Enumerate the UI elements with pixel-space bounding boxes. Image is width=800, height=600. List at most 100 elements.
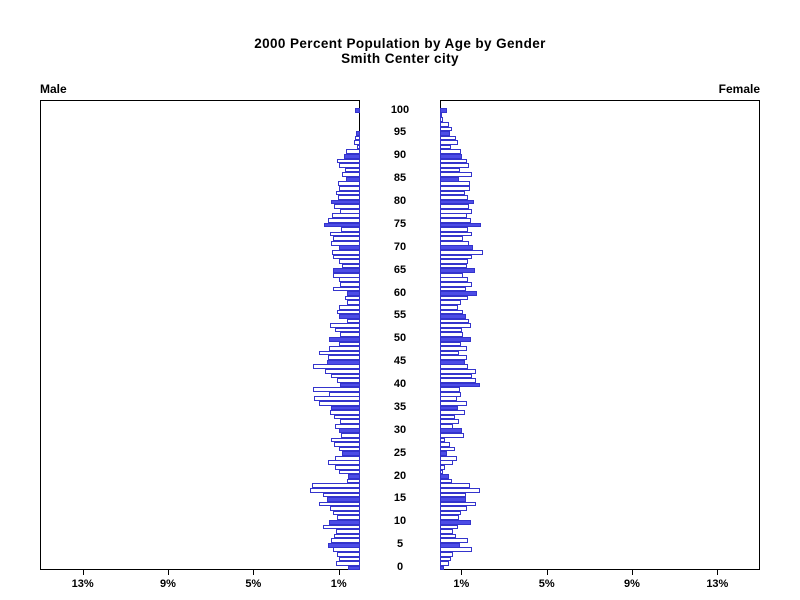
male-bar-age-15: [326, 497, 360, 502]
male-bar-age-58: [346, 300, 360, 306]
male-bar-age-59: [345, 295, 360, 301]
female-bar-age-52: [440, 327, 463, 333]
female-bar-age-38: [440, 391, 462, 397]
female-bar-age-8: [440, 529, 454, 534]
age-tick-label-50: 50: [393, 332, 407, 345]
female-bar-age-31: [440, 423, 454, 429]
female-bar-age-37: [440, 396, 457, 402]
male-bar-age-6: [330, 538, 360, 543]
age-tick-label-45: 45: [393, 355, 407, 368]
male-bar-age-14: [319, 501, 360, 507]
male-bar-age-17: [309, 487, 360, 493]
female-bar-age-13: [440, 506, 467, 511]
male-bar-age-20: [348, 474, 360, 479]
male-bar-age-26: [339, 446, 360, 452]
male-bar-age-86: [341, 172, 360, 177]
age-tick-label-100: 100: [390, 103, 410, 116]
male-bar-age-63: [338, 277, 360, 283]
female-bar-age-62: [440, 282, 472, 287]
age-tick-label-5: 5: [396, 538, 404, 551]
male-bar-age-50: [329, 336, 360, 342]
male-bar-age-76: [328, 218, 360, 223]
female-bar-age-46: [440, 355, 467, 360]
male-bar-age-46: [328, 355, 360, 360]
male-axis-label: Male: [40, 82, 67, 96]
female-bar-age-55: [440, 314, 466, 319]
female-bar-age-56: [440, 309, 464, 315]
female-bar-age-99: [440, 112, 442, 118]
male-bar-age-87: [344, 167, 360, 173]
female-bar-age-0: [440, 565, 445, 571]
male-bar-age-74: [340, 227, 360, 232]
female-bar-age-14: [440, 501, 476, 507]
female-bar-age-45: [440, 359, 465, 365]
female-pct-tick-label-1: 1%: [453, 578, 470, 590]
male-bar-age-62: [339, 282, 360, 287]
male-bar-age-23: [328, 460, 360, 466]
male-bar-age-81: [337, 195, 360, 200]
female-bar-age-32: [440, 419, 459, 424]
male-panel: [40, 100, 360, 571]
age-tick-label-85: 85: [393, 172, 407, 185]
male-bar-age-90: [344, 153, 360, 159]
female-bar-age-88: [440, 163, 469, 168]
male-bar-age-77: [332, 213, 360, 219]
male-bar-age-22: [335, 465, 360, 470]
male-bar-age-2: [339, 556, 360, 562]
male-bar-age-25: [341, 451, 360, 456]
female-pct-tick-label-5: 5%: [538, 578, 555, 590]
female-bar-age-6: [440, 538, 468, 543]
male-bar-age-21: [338, 469, 360, 475]
male-bar-age-61: [333, 286, 360, 292]
male-bar-age-13: [330, 506, 360, 511]
female-bar-age-69: [440, 250, 483, 255]
female-bar-age-29: [440, 433, 465, 438]
female-bar-age-95: [440, 131, 450, 136]
male-bar-age-45: [326, 359, 360, 365]
female-bar-age-11: [440, 515, 459, 521]
female-bar-age-27: [440, 442, 451, 447]
male-bar-age-37: [314, 396, 360, 402]
female-bar-age-15: [440, 497, 466, 502]
female-bar-age-43: [440, 368, 476, 374]
female-panel: [440, 100, 760, 571]
male-bar-age-8: [335, 529, 360, 534]
female-bar-age-90: [440, 153, 463, 159]
female-bar-age-48: [440, 346, 467, 351]
male-bar-age-16: [323, 492, 360, 498]
female-bar-age-21: [440, 469, 444, 475]
female-bar-age-97: [440, 121, 449, 127]
male-bar-age-89: [337, 158, 360, 164]
female-bar-age-47: [440, 350, 459, 356]
male-bar-age-29: [340, 433, 360, 438]
female-pct-tick-1: [461, 570, 463, 575]
female-bar-age-24: [440, 455, 457, 461]
female-bar-age-94: [440, 135, 456, 141]
female-bar-age-58: [440, 300, 462, 306]
female-bar-age-40: [440, 382, 481, 388]
male-bar-age-100: [355, 108, 360, 113]
female-bar-age-49: [440, 341, 462, 347]
female-bar-age-60: [440, 291, 478, 296]
age-tick-label-40: 40: [393, 378, 407, 390]
male-bar-age-40: [339, 382, 360, 388]
female-bar-age-70: [440, 245, 474, 251]
male-bar-age-57: [338, 304, 360, 310]
female-bar-age-65: [440, 268, 476, 273]
male-bar-age-54: [347, 318, 360, 324]
female-bar-age-76: [440, 218, 471, 223]
male-bar-age-72: [333, 236, 360, 241]
male-bar-age-92: [356, 144, 360, 150]
male-pct-tick-5: [253, 570, 255, 575]
female-bar-age-34: [440, 410, 465, 415]
female-bar-age-42: [440, 373, 472, 379]
female-bar-age-72: [440, 236, 464, 241]
female-bar-age-79: [440, 204, 469, 209]
chart-title: 2000 Percent Population by Age by Gender…: [0, 36, 800, 66]
male-bar-age-56: [336, 309, 360, 315]
female-bar-age-1: [440, 561, 449, 566]
male-bar-age-80: [331, 199, 360, 205]
female-bar-age-36: [440, 401, 467, 406]
male-bar-age-43: [324, 368, 360, 374]
female-bar-age-75: [440, 222, 481, 228]
